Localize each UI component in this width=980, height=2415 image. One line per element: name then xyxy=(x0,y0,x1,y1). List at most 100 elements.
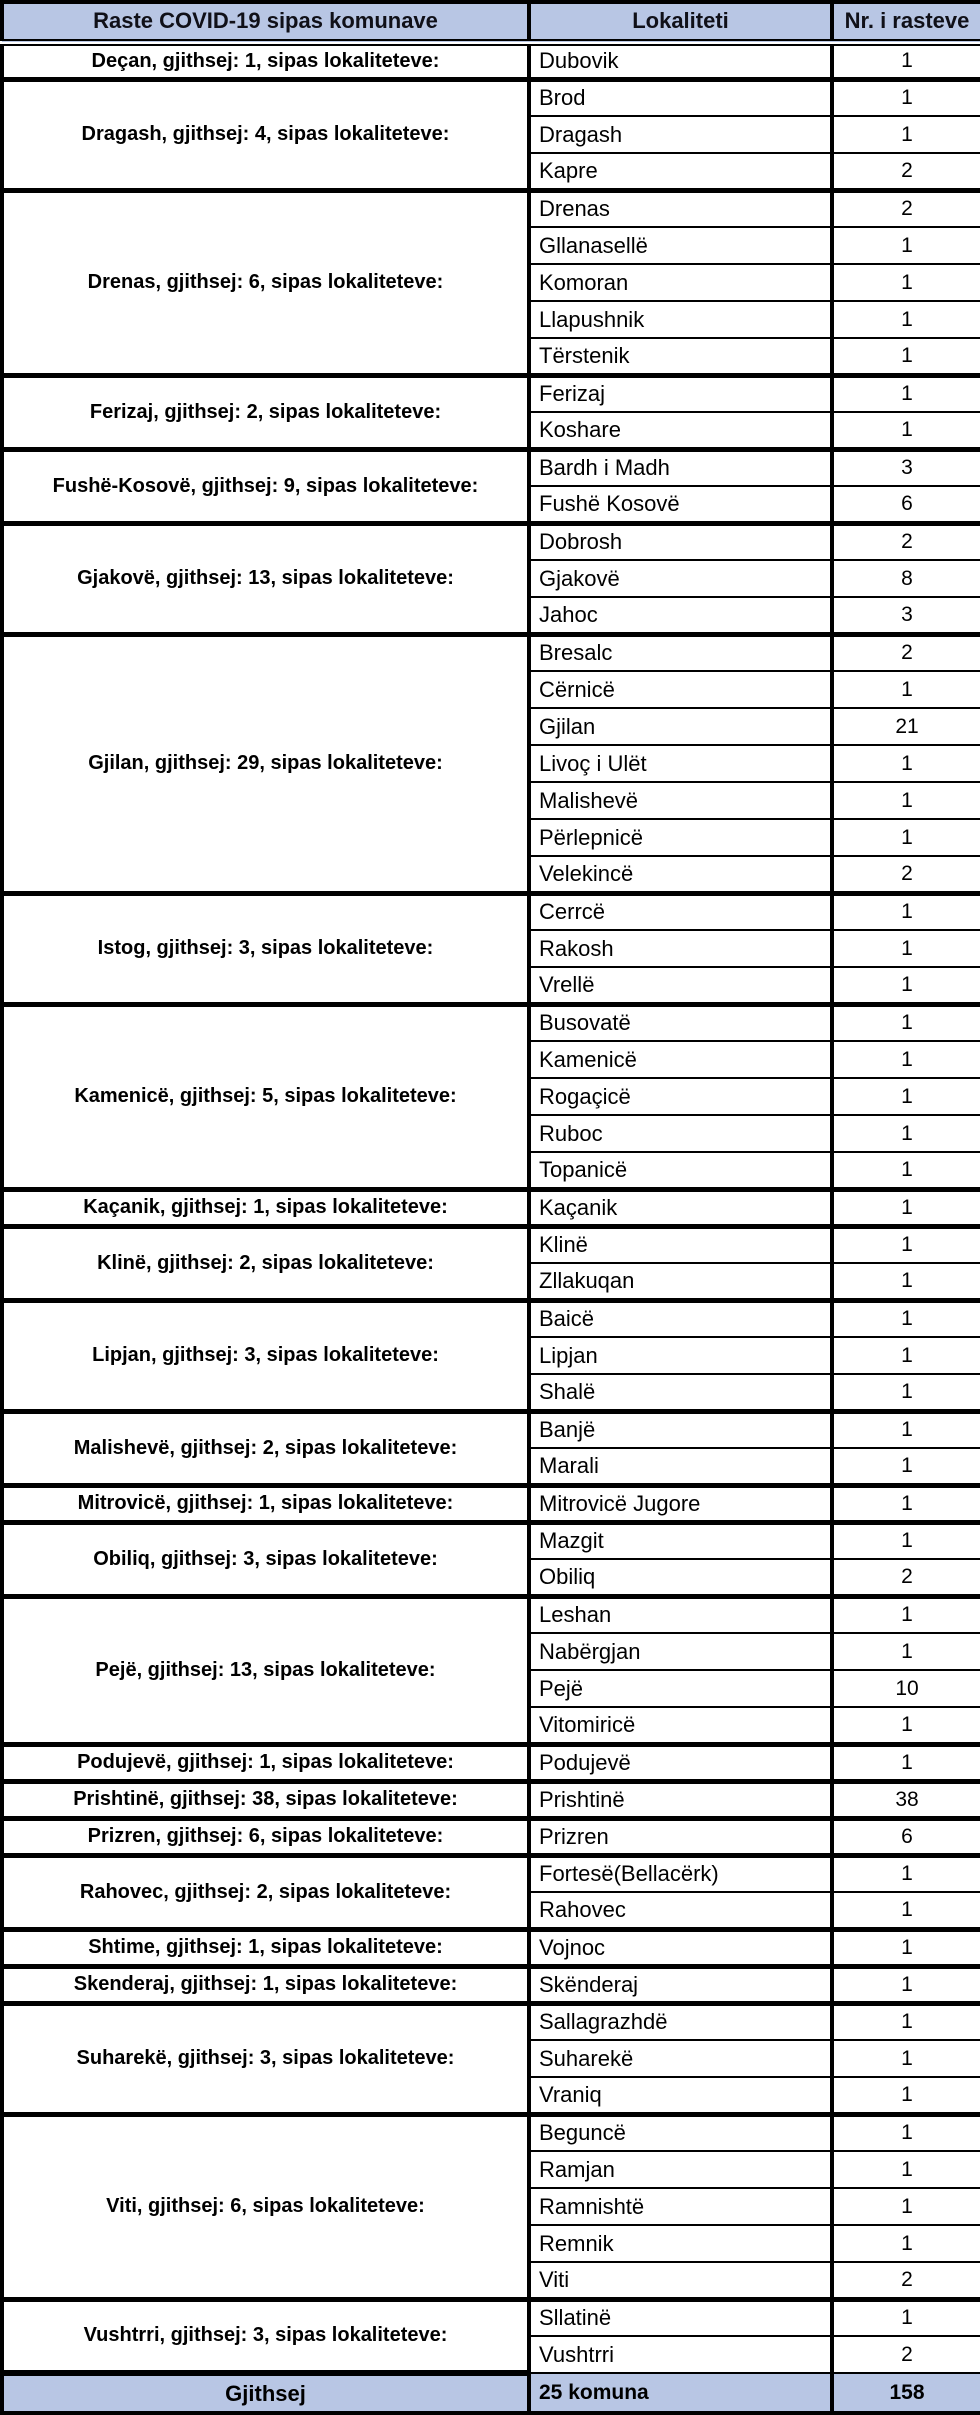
raste-count-cell: 3 xyxy=(832,446,980,487)
komuna-cell: Deçan, gjithsej: 1, sipas lokaliteteve: xyxy=(0,39,531,79)
raste-count-cell: 1 xyxy=(832,1891,980,1930)
raste-count-cell: 2 xyxy=(832,1558,980,1597)
lokaliteti-cell: Obiliq xyxy=(529,1558,834,1597)
komuna-cell: Ferizaj, gjithsej: 2, sipas lokaliteteve… xyxy=(0,372,531,449)
lokaliteti-cell: Pejë xyxy=(529,1669,834,1708)
komuna-cell: Klinë, gjithsej: 2, sipas lokaliteteve: xyxy=(0,1223,531,1300)
locality-row: Suharekë 1 xyxy=(2,2039,980,2078)
raste-count-cell: 1 xyxy=(832,966,980,1005)
locality-row: Gjakovë 8 xyxy=(2,559,980,598)
komuna-cell: Viti, gjithsej: 6, sipas lokaliteteve: xyxy=(0,2111,531,2299)
lokaliteti-cell: Leshan xyxy=(529,1593,834,1634)
komuna-cell: Prishtinë, gjithsej: 38, sipas lokalitet… xyxy=(0,1778,531,1818)
locality-row: Rahovec, gjithsej: 2, sipas lokaliteteve… xyxy=(0,1852,980,1929)
locality-row: Remnik 1 xyxy=(2,2224,980,2263)
locality-row: Rahovec 1 xyxy=(2,1891,980,1930)
column-header-lokaliteti: Lokaliteti xyxy=(527,2,834,46)
raste-count-cell: 6 xyxy=(832,485,980,524)
komuna-cell: Rahovec, gjithsej: 2, sipas lokaliteteve… xyxy=(0,1852,531,1929)
locality-row: Pejë, gjithsej: 13, sipas lokaliteteve: L… xyxy=(0,1593,980,1744)
lokaliteti-cell: Ferizaj xyxy=(529,372,834,413)
komuna-cell: Kamenicë, gjithsej: 5, sipas lokalitetev… xyxy=(0,1001,531,1189)
lokaliteti-cell: Përlepnicë xyxy=(529,818,834,857)
locality-row: Jahoc 3 xyxy=(2,596,980,635)
lokaliteti-cell: Lipjan xyxy=(529,1336,834,1375)
lokaliteti-cell: Cërnicë xyxy=(529,670,834,709)
lokaliteti-cell: Vojnoc xyxy=(529,1926,834,1967)
locality-row: Podujevë, gjithsej: 1, sipas lokalitetev… xyxy=(0,1741,980,1782)
komuna-cell: Pejë, gjithsej: 13, sipas lokaliteteve: xyxy=(0,1593,531,1744)
raste-count-cell: 1 xyxy=(832,1373,980,1412)
raste-count-cell: 1 xyxy=(832,2076,980,2115)
raste-count-cell: 2 xyxy=(832,152,980,191)
raste-count-cell: 1 xyxy=(832,2111,980,2152)
lokaliteti-cell: Fortesë(Bellacërk) xyxy=(529,1852,834,1893)
lokaliteti-cell: Rogaçicë xyxy=(529,1077,834,1116)
locality-row: Kamenicë, gjithsej: 5, sipas lokalitetev… xyxy=(0,1001,980,1189)
lokaliteti-cell: Ramnishtë xyxy=(529,2187,834,2226)
raste-count-cell: 1 xyxy=(832,411,980,450)
raste-count-cell: 1 xyxy=(832,1447,980,1486)
locality-row: Fushë-Kosovë, gjithsej: 9, sipas lokalit… xyxy=(0,446,980,523)
raste-count-cell: 1 xyxy=(832,39,980,80)
raste-count-cell: 2 xyxy=(832,2261,980,2300)
komuna-cell: Malishevë, gjithsej: 2, sipas lokalitete… xyxy=(0,1408,531,1485)
lokaliteti-cell: Baicë xyxy=(529,1297,834,1338)
locality-row: Shalë 1 xyxy=(2,1373,980,1412)
lokaliteti-cell: Vrellë xyxy=(529,966,834,1005)
raste-count-cell: 1 xyxy=(832,2224,980,2263)
raste-count-cell: 1 xyxy=(832,300,980,339)
column-header-komuna: Raste COVID-19 sipas komunave xyxy=(0,2,531,46)
raste-count-cell: 1 xyxy=(832,226,980,265)
komuna-cell: Podujevë, gjithsej: 1, sipas lokalitetev… xyxy=(0,1741,531,1781)
lokaliteti-cell: Vushtrri xyxy=(529,2335,834,2374)
locality-row: Kapre 2 xyxy=(2,152,980,191)
lokaliteti-cell: Topanicë xyxy=(529,1151,834,1190)
locality-row: Gllanasellë 1 xyxy=(2,226,980,265)
raste-count-cell: 1 xyxy=(832,890,980,931)
raste-count-cell: 1 xyxy=(832,1963,980,2004)
raste-count-cell: 1 xyxy=(832,744,980,783)
raste-count-cell: 1 xyxy=(832,2187,980,2226)
locality-row: Prizren, gjithsej: 6, sipas lokaliteteve… xyxy=(0,1815,980,1856)
raste-count-cell: 1 xyxy=(832,1114,980,1153)
header-row: Raste COVID-19 sipas komunave Lokaliteti… xyxy=(0,2,980,46)
lokaliteti-cell: Velekincë xyxy=(529,855,834,894)
raste-count-cell: 1 xyxy=(832,670,980,709)
raste-count-cell: 1 xyxy=(832,2039,980,2078)
locality-row: Koshare 1 xyxy=(2,411,980,450)
locality-row: Topanicë 1 xyxy=(2,1151,980,1190)
locality-row: Drenas, gjithsej: 6, sipas lokaliteteve:… xyxy=(0,187,980,375)
lokaliteti-cell: Gjakovë xyxy=(529,559,834,598)
locality-row: Vushtrri 2 xyxy=(2,2335,980,2374)
locality-row: Pejë 10 xyxy=(2,1669,980,1708)
raste-count-cell: 1 xyxy=(832,1482,980,1523)
komuna-cell: Gjakovë, gjithsej: 13, sipas lokalitetev… xyxy=(0,520,531,634)
locality-row: Tërstenik 1 xyxy=(2,337,980,376)
locality-row: Lipjan, gjithsej: 3, sipas lokaliteteve:… xyxy=(0,1297,980,1411)
lokaliteti-cell: Rahovec xyxy=(529,1891,834,1930)
raste-count-cell: 1 xyxy=(832,2150,980,2189)
komuna-cell: Kaçanik, gjithsej: 1, sipas lokaliteteve… xyxy=(0,1186,531,1226)
raste-count-cell: 1 xyxy=(832,115,980,154)
locality-row: Rakosh 1 xyxy=(2,929,980,968)
column-header-nr-rasteve: Nr. i rasteve xyxy=(830,2,980,46)
locality-row: Ruboc 1 xyxy=(2,1114,980,1153)
locality-row: Llapushnik 1 xyxy=(2,300,980,339)
lokaliteti-cell: Vraniq xyxy=(529,2076,834,2115)
lokaliteti-cell: Cerrcë xyxy=(529,890,834,931)
locality-row: Obiliq, gjithsej: 3, sipas lokaliteteve:… xyxy=(0,1519,980,1596)
locality-row: Vushtrri, gjithsej: 3, sipas lokalitetev… xyxy=(0,2296,980,2373)
lokaliteti-cell: Gllanasellë xyxy=(529,226,834,265)
raste-count-cell: 2 xyxy=(832,855,980,894)
lokaliteti-cell: Malishevë xyxy=(529,781,834,820)
locality-row: Kaçanik, gjithsej: 1, sipas lokaliteteve… xyxy=(0,1186,980,1227)
total-komuna-count: 25 komuna xyxy=(529,2372,834,2414)
lokaliteti-cell: Koshare xyxy=(529,411,834,450)
lokaliteti-cell: Sallagrazhdë xyxy=(529,2000,834,2041)
locality-row: Ramnishtë 1 xyxy=(2,2187,980,2226)
locality-row: Mitrovicë, gjithsej: 1, sipas lokalitete… xyxy=(0,1482,980,1523)
lokaliteti-cell: Dragash xyxy=(529,115,834,154)
raste-count-cell: 1 xyxy=(832,1186,980,1227)
